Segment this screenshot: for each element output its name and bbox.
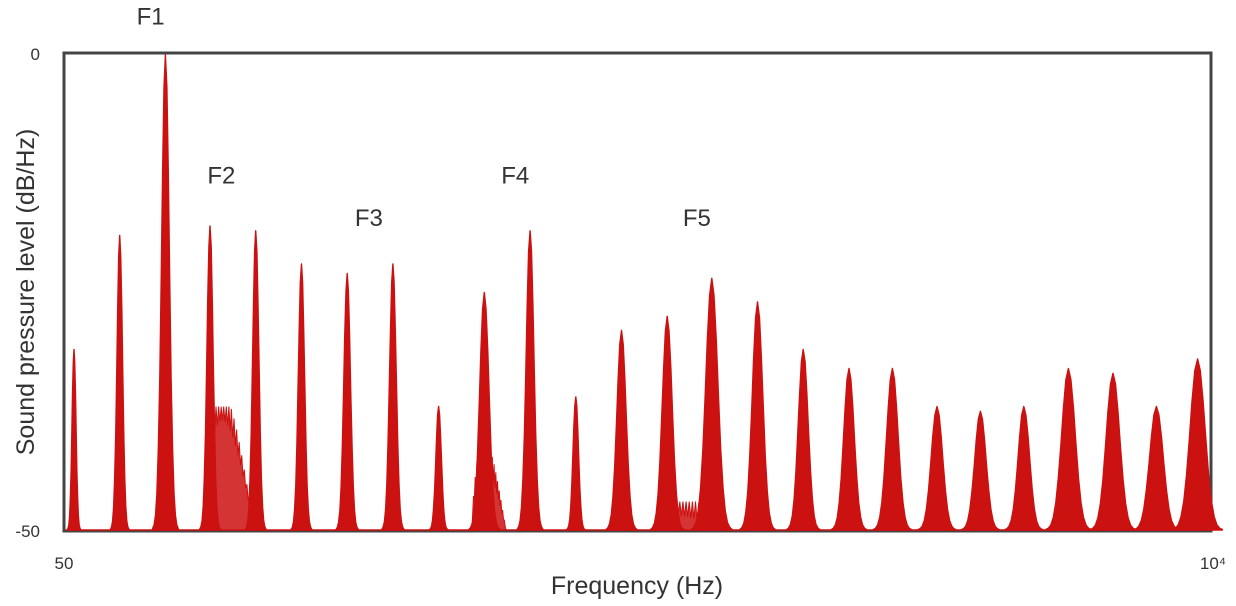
x-tick-left: 50 xyxy=(55,554,74,573)
harmonic-peak-18 xyxy=(830,367,868,531)
harmonic-peak-5 xyxy=(244,230,267,531)
harmonic-peak-3 xyxy=(151,54,179,531)
harmonic-peak-8 xyxy=(381,263,405,531)
harmonic-peak-7 xyxy=(335,272,359,531)
harmonic-peak-10 xyxy=(468,291,501,531)
y-tick-bottom: -50 xyxy=(15,522,40,541)
harmonic-peak-1 xyxy=(66,348,82,531)
harmonic-peak-21 xyxy=(960,410,1001,531)
x-tick-right: 10⁴ xyxy=(1200,554,1226,573)
harmonic-peak-15 xyxy=(691,277,733,531)
harmonic-peak-17 xyxy=(786,348,821,531)
formant-label-f3: F3 xyxy=(355,205,383,232)
formant-label-f4: F4 xyxy=(501,162,529,189)
harmonic-peak-14 xyxy=(650,315,685,531)
harmonic-peak-26 xyxy=(1172,358,1224,531)
harmonic-peak-4 xyxy=(199,225,221,531)
harmonic-peak-24 xyxy=(1089,372,1137,531)
harmonic-peak-9 xyxy=(428,405,449,531)
harmonic-peak-20 xyxy=(917,405,957,531)
harmonic-peak-6 xyxy=(290,263,313,531)
harmonic-peak-2 xyxy=(109,234,130,531)
formant-label-f5: F5 xyxy=(683,205,711,232)
spectrum-series xyxy=(66,54,1224,531)
formant-label-f2: F2 xyxy=(207,162,235,189)
y-tick-top: 0 xyxy=(31,45,40,64)
harmonic-peak-23 xyxy=(1045,367,1092,531)
formant-labels: F1 F2 F3 F4 F5 xyxy=(137,4,711,232)
harmonic-peak-22 xyxy=(1004,405,1044,531)
harmonic-peak-11 xyxy=(516,230,544,531)
y-axis-label: Sound pressure level (dB/Hz) xyxy=(12,129,40,456)
x-axis-label: Frequency (Hz) xyxy=(551,572,723,600)
harmonic-peak-16 xyxy=(739,301,776,531)
harmonic-peak-19 xyxy=(872,367,913,531)
harmonic-peak-12 xyxy=(565,396,586,531)
harmonic-peak-13 xyxy=(605,329,638,531)
formant-label-f1: F1 xyxy=(137,4,165,31)
